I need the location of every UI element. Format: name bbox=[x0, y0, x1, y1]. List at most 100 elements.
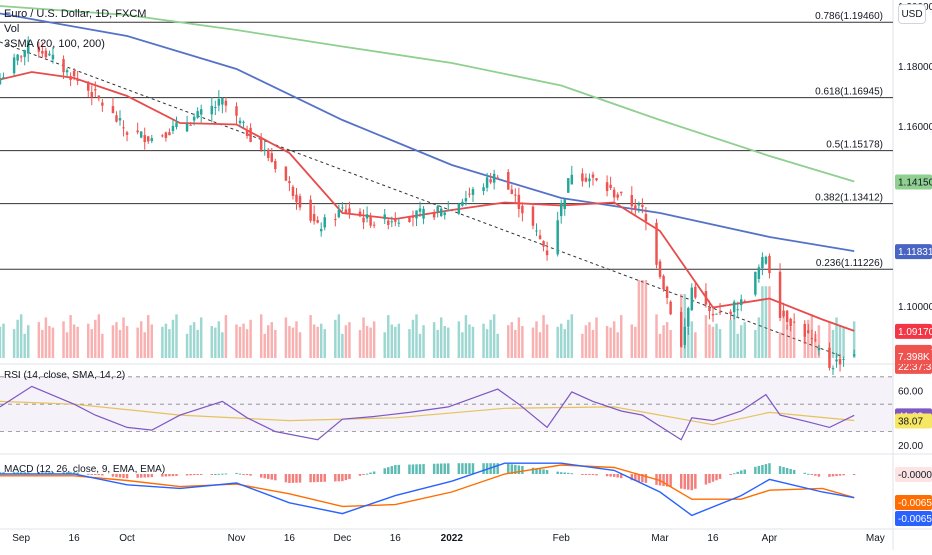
volume-bar bbox=[199, 317, 203, 358]
macd-histogram-bar bbox=[507, 463, 510, 474]
macd-histogram-bar bbox=[718, 474, 722, 479]
macd-histogram-bar bbox=[838, 474, 842, 476]
macd-histogram-bar bbox=[224, 473, 228, 475]
volume-bar bbox=[118, 329, 122, 358]
macd-histogram-bar bbox=[439, 463, 443, 474]
volume-bar bbox=[72, 324, 76, 358]
volume-bar bbox=[185, 333, 189, 358]
volume-bar bbox=[221, 332, 224, 358]
macd-value-label-bg bbox=[895, 511, 932, 526]
candle-body bbox=[175, 122, 178, 128]
macd-histogram-bar bbox=[447, 463, 450, 474]
volume-bar bbox=[538, 332, 542, 358]
macd-title: MACD (12, 26, close, 9, EMA, EMA) bbox=[4, 464, 165, 475]
macd-histogram-bar bbox=[658, 474, 662, 486]
candle-body bbox=[168, 132, 171, 136]
macd-histogram-bar bbox=[41, 472, 44, 474]
candle-body bbox=[341, 207, 344, 209]
candle-body bbox=[62, 59, 65, 73]
currency-button[interactable]: USD bbox=[898, 4, 926, 24]
volume-bar bbox=[90, 329, 94, 358]
candle-body bbox=[221, 98, 224, 105]
candle-body bbox=[729, 311, 732, 314]
candle-body bbox=[538, 235, 542, 239]
volume-bar bbox=[612, 321, 616, 358]
volume-bar bbox=[0, 326, 2, 358]
candle-body bbox=[436, 206, 439, 212]
volume-bar bbox=[468, 324, 471, 358]
candle-body bbox=[387, 220, 390, 225]
macd-histogram-bar bbox=[65, 472, 69, 474]
candle-body bbox=[531, 206, 535, 226]
volume-bar bbox=[852, 321, 856, 358]
candle-body bbox=[394, 218, 397, 222]
macd-histogram-bar bbox=[471, 463, 475, 474]
volume-bar bbox=[778, 332, 782, 358]
candle-body bbox=[291, 186, 295, 196]
candle-body bbox=[16, 54, 19, 61]
volume-bar bbox=[739, 325, 743, 358]
macd-histogram-bar bbox=[175, 474, 178, 476]
candle-body bbox=[637, 204, 641, 206]
candle-body bbox=[358, 211, 362, 217]
candle-body bbox=[249, 127, 252, 142]
candle-body bbox=[754, 271, 757, 295]
macd-histogram-bar bbox=[563, 472, 566, 474]
macd-histogram-bar bbox=[743, 469, 746, 474]
volume-bar bbox=[644, 280, 648, 358]
candle-body bbox=[316, 220, 319, 223]
volume-bar bbox=[439, 317, 443, 358]
volume-bar bbox=[471, 326, 475, 358]
candle-body bbox=[415, 210, 418, 219]
volume-bar bbox=[732, 314, 736, 358]
macd-histogram-bar bbox=[319, 474, 323, 482]
macd-histogram-bar bbox=[90, 474, 94, 475]
macd-histogram-bar bbox=[295, 474, 298, 483]
volume-bar bbox=[295, 321, 298, 358]
candle-body bbox=[447, 209, 450, 211]
volume-bar bbox=[136, 327, 139, 358]
volume-bar bbox=[517, 317, 521, 358]
macd-histogram-bar bbox=[274, 474, 277, 481]
macd-histogram-bar bbox=[217, 473, 221, 475]
volume-bar bbox=[263, 333, 266, 358]
macd-histogram-bar bbox=[803, 472, 806, 474]
volume-bar bbox=[761, 286, 764, 358]
candle-body bbox=[235, 106, 238, 116]
volume-bar bbox=[658, 333, 662, 358]
macd-histogram-bar bbox=[778, 466, 782, 474]
volume-bar bbox=[348, 322, 351, 358]
macd-histogram-bar bbox=[51, 472, 55, 474]
volume-bar bbox=[365, 326, 369, 358]
sma20-price-label-bg bbox=[895, 323, 932, 339]
volume-bar bbox=[630, 324, 634, 358]
volume-bar bbox=[507, 325, 510, 358]
volume-bar bbox=[319, 323, 323, 358]
candle-body bbox=[852, 354, 856, 357]
candle-body bbox=[245, 130, 249, 136]
time-tick-label: 16 bbox=[69, 533, 81, 544]
macd-histogram-bar bbox=[288, 474, 291, 483]
time-tick-label: Feb bbox=[553, 533, 571, 544]
macd-histogram-bar bbox=[591, 474, 595, 476]
macd-histogram-bar bbox=[831, 474, 835, 477]
sma200-price-label-bg bbox=[895, 174, 932, 190]
candle-body bbox=[196, 111, 199, 118]
candle-body bbox=[267, 149, 270, 159]
volume-bar bbox=[687, 327, 690, 358]
candle-body bbox=[214, 107, 217, 109]
candle-body bbox=[51, 54, 55, 60]
volume-bar bbox=[789, 326, 792, 358]
candle-body bbox=[319, 228, 323, 232]
macd-histogram-bar bbox=[464, 463, 468, 474]
candle-body bbox=[97, 95, 101, 99]
candle-body bbox=[595, 178, 598, 181]
candle-body bbox=[19, 56, 23, 58]
volume-bar bbox=[411, 319, 415, 358]
volume-bar bbox=[842, 327, 845, 358]
trendline bbox=[0, 41, 844, 358]
macd-histogram-bar bbox=[736, 471, 739, 474]
price-tick-label: 1.16000 bbox=[898, 122, 932, 133]
candle-body bbox=[757, 267, 761, 279]
time-tick-label: 2022 bbox=[441, 533, 464, 544]
